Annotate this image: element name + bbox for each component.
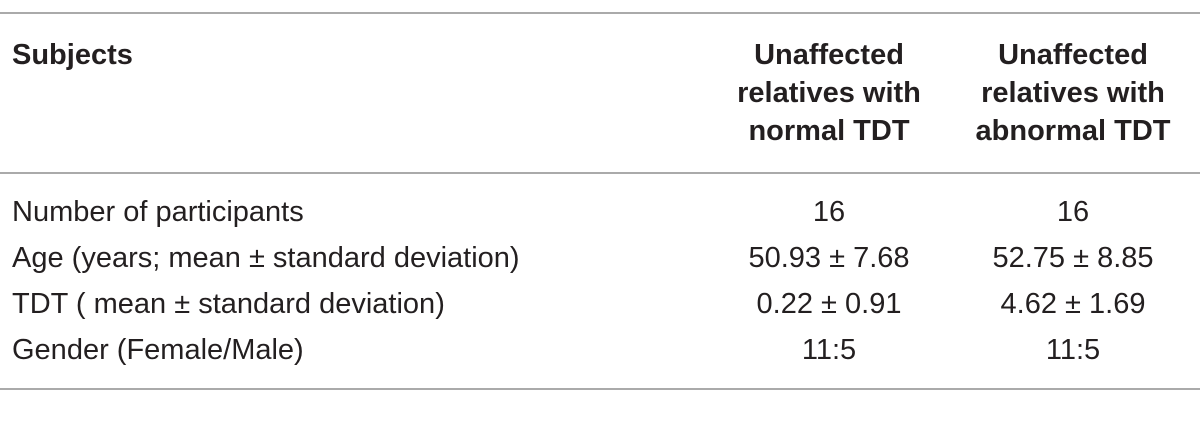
value-cell: 52.75 ± 8.85 [992, 242, 1154, 274]
header-cell: Subjects [12, 39, 133, 71]
table-row: Age (years; mean ± standard deviation) 50… [0, 235, 1200, 281]
value-cell: 11:5 [801, 334, 857, 366]
header-cell: Unaffected relatives with normal TDT [737, 39, 921, 147]
row-label: TDT ( mean ± standard deviation) [12, 288, 445, 320]
table-row: Number of participants 16 16 [0, 173, 1200, 235]
value-cell: 0.22 ± 0.91 [756, 288, 902, 320]
value-cell: 11:5 [1045, 334, 1101, 366]
value-cell: 50.93 ± 7.68 [748, 242, 910, 274]
table-body: Number of participants 16 16 Age (years; me… [0, 173, 1200, 389]
value-cell: 4.62 ± 1.69 [1000, 288, 1146, 320]
row-label: Gender (Female/Male) [12, 334, 304, 366]
value-cell: 16 [1056, 196, 1090, 228]
value-cell: 16 [812, 196, 846, 228]
table-row: Gender (Female/Male) 11:5 11:5 [0, 327, 1200, 389]
header-cell: Unaffected relatives with abnormal TDT [975, 39, 1171, 147]
header-row: Subjects Unaffected relatives with norma… [0, 13, 1200, 173]
table-header: Subjects Unaffected relatives with norma… [0, 13, 1200, 173]
data-table: Subjects Unaffected relatives with norma… [0, 12, 1200, 390]
table-row: TDT ( mean ± standard deviation) 0.22 ± 0… [0, 281, 1200, 327]
row-label: Number of participants [12, 196, 304, 228]
row-label: Age (years; mean ± standard deviation) [12, 242, 520, 274]
